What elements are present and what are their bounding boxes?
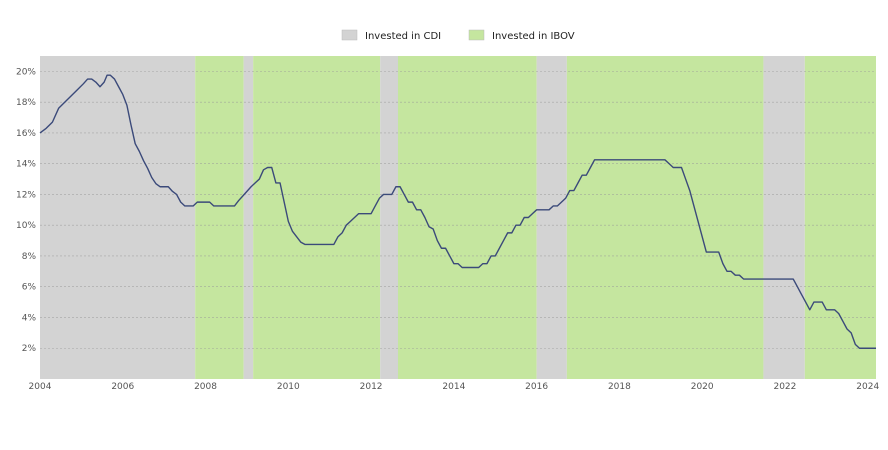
y-tick-label: 10% bbox=[16, 221, 36, 231]
y-tick-label: 12% bbox=[16, 190, 36, 200]
x-tick-label: 2010 bbox=[277, 382, 300, 392]
y-tick-label: 14% bbox=[16, 160, 36, 170]
series-line-0 bbox=[39, 74, 876, 349]
shaded-regions bbox=[40, 56, 876, 379]
x-tick-label: 2008 bbox=[194, 382, 217, 392]
x-tick-label: 2022 bbox=[773, 382, 796, 392]
y-tick-label: 4% bbox=[22, 313, 37, 323]
x-tick-label: 2018 bbox=[608, 382, 631, 392]
legend-label-0: Invested in CDI bbox=[365, 31, 441, 42]
legend-label-1: Invested in IBOV bbox=[492, 31, 575, 42]
region-9 bbox=[804, 56, 876, 379]
y-tick-label: 6% bbox=[22, 283, 37, 293]
region-2 bbox=[243, 56, 254, 379]
region-0 bbox=[40, 56, 196, 379]
region-6 bbox=[536, 56, 567, 379]
y-tick-label: 20% bbox=[16, 67, 36, 77]
x-tick-label: 2012 bbox=[360, 382, 383, 392]
region-4 bbox=[380, 56, 398, 379]
region-3 bbox=[253, 56, 381, 379]
legend-swatch-1 bbox=[468, 29, 485, 41]
region-1 bbox=[195, 56, 244, 379]
x-tick-label: 2016 bbox=[525, 382, 548, 392]
x-tick-label: 2020 bbox=[691, 382, 714, 392]
legend-swatch-0 bbox=[341, 29, 358, 41]
y-tick-label: 16% bbox=[16, 129, 36, 139]
y-tick-label: 2% bbox=[22, 344, 37, 354]
x-tick-label: 2004 bbox=[29, 382, 52, 392]
grid-lines bbox=[40, 71, 876, 349]
x-tick-label: 2024 bbox=[856, 382, 879, 392]
x-tick-label: 2006 bbox=[111, 382, 134, 392]
legend: Invested in CDI Invested in IBOV bbox=[341, 29, 575, 42]
y-tick-label: 8% bbox=[22, 252, 37, 262]
series-layer bbox=[39, 74, 876, 349]
region-8 bbox=[763, 56, 805, 379]
y-tick-label: 18% bbox=[16, 98, 36, 108]
x-tick-label: 2014 bbox=[442, 382, 465, 392]
region-5 bbox=[397, 56, 537, 379]
region-7 bbox=[566, 56, 764, 379]
axes: 2% 4% 6% 8% 10% 12% 14% 16% 18% 20% 2004 2006 2008 20… bbox=[16, 67, 879, 392]
